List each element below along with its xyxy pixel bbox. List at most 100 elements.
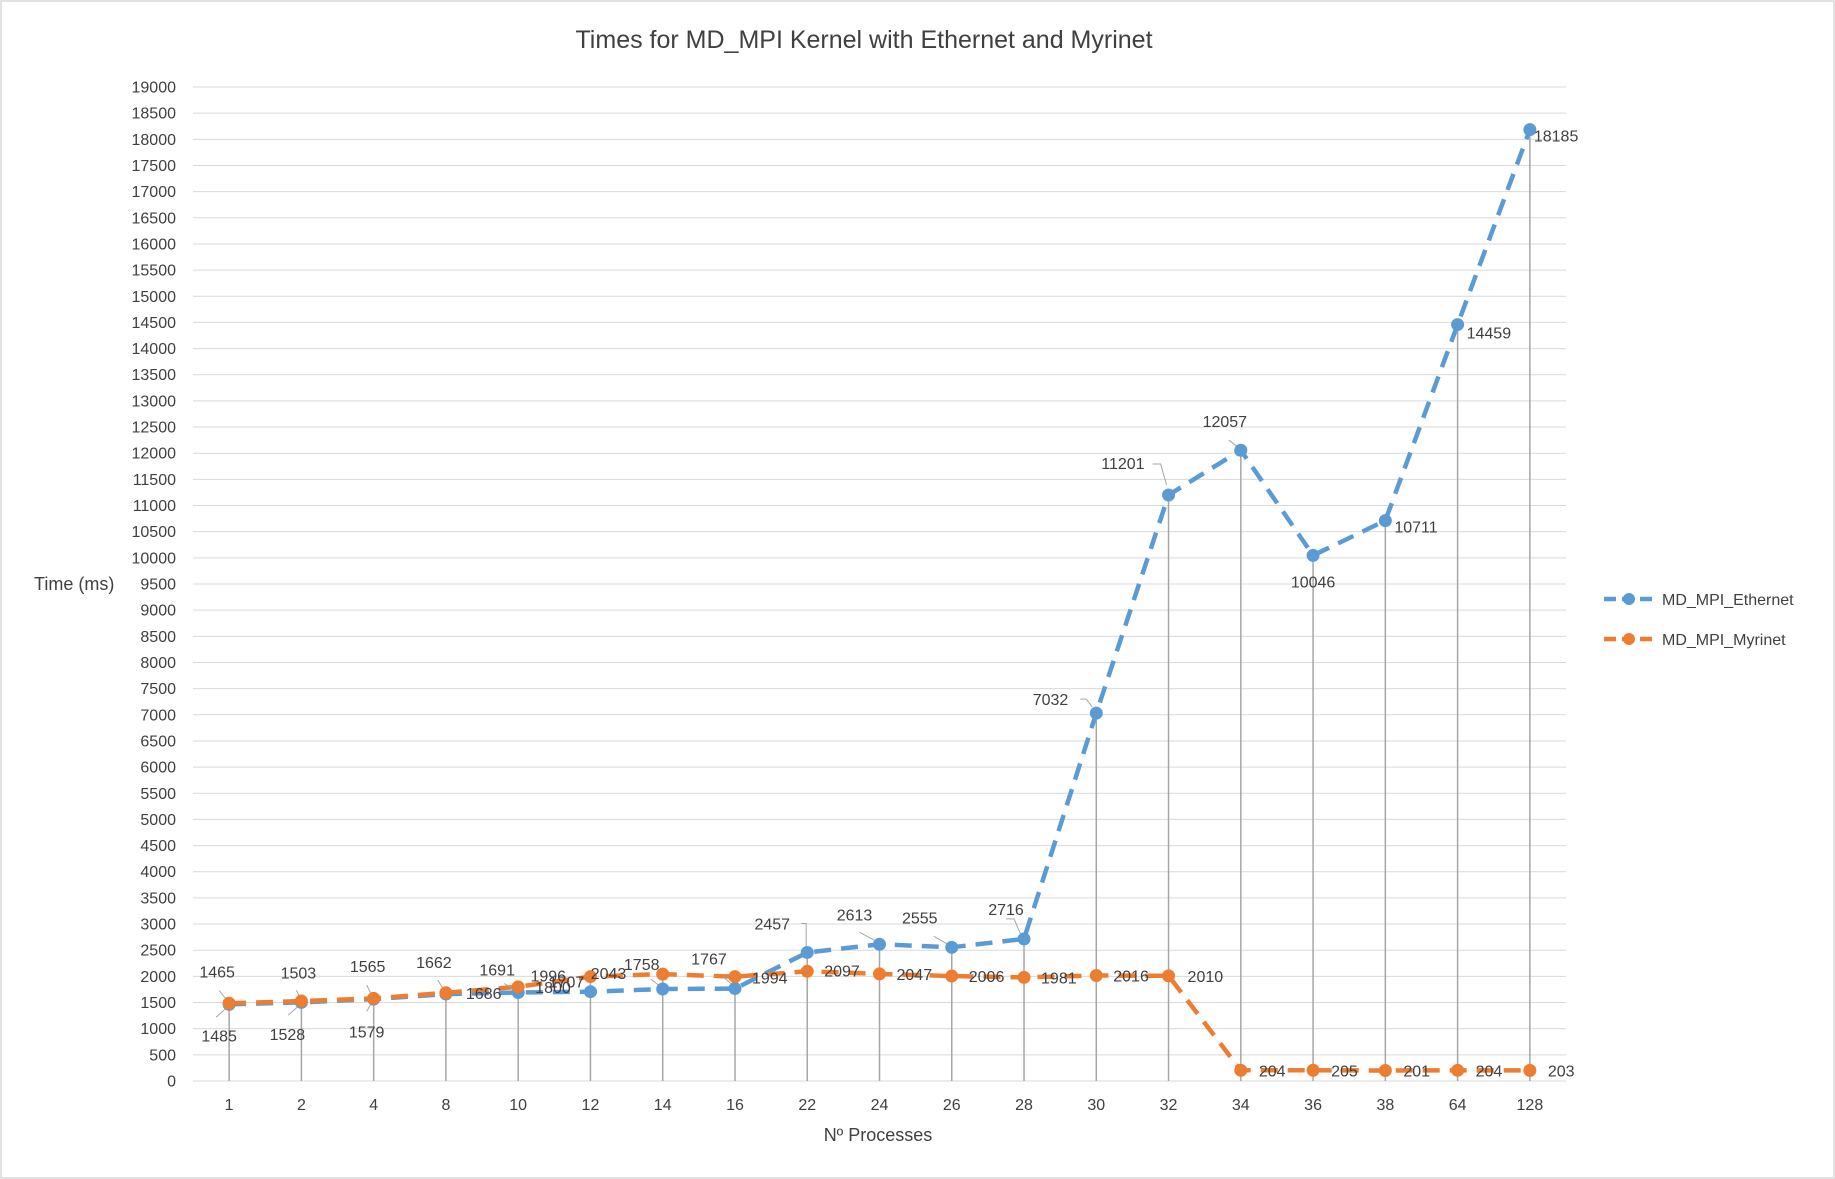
- y-tick-label: 17000: [132, 184, 177, 201]
- x-tick-label: 4: [369, 1097, 378, 1114]
- data-label: 1981: [1041, 970, 1077, 987]
- data-point: [945, 940, 959, 954]
- y-tick-label: 5500: [140, 786, 176, 803]
- data-label: 1503: [281, 965, 317, 982]
- data-point: [873, 967, 886, 981]
- chart-title: Times for MD_MPI Kernel with Ethernet an…: [575, 26, 1152, 54]
- y-tick-label: 18000: [132, 132, 177, 149]
- data-label: 1465: [199, 964, 235, 981]
- data-label: 1800: [535, 980, 571, 997]
- data-label: 204: [1476, 1063, 1503, 1080]
- y-tick-label: 12000: [132, 446, 177, 463]
- drop-lines: [228, 129, 1531, 1081]
- data-label: 2010: [1188, 969, 1224, 986]
- label-leader-line: [859, 931, 877, 942]
- y-tick-label: 1000: [140, 1021, 176, 1038]
- data-point: [1234, 443, 1248, 457]
- x-tick-label: 24: [871, 1097, 889, 1114]
- data-label: 1691: [479, 963, 515, 980]
- y-tick-label: 18500: [132, 106, 177, 123]
- data-label: 1994: [752, 971, 788, 988]
- data-point: [656, 967, 670, 981]
- data-label: 2613: [837, 907, 873, 924]
- y-tick-label: 500: [149, 1047, 176, 1064]
- data-label: 1707: [549, 975, 585, 992]
- y-tick-label: 7000: [140, 707, 176, 724]
- y-tick-label: 14500: [132, 315, 177, 332]
- data-label: 2047: [897, 967, 933, 984]
- legend: MD_MPI_Ethernet MD_MPI_Myrinet: [1604, 592, 1794, 649]
- data-label: 10711: [1394, 520, 1437, 537]
- data-point: [1306, 1063, 1320, 1077]
- y-tick-label: 19000: [132, 80, 177, 97]
- data-label: 2006: [969, 969, 1005, 986]
- x-tick-label: 16: [726, 1097, 744, 1114]
- data-label: 7032: [1033, 692, 1069, 709]
- data-point: [1378, 1063, 1392, 1077]
- data-point: [583, 985, 597, 999]
- data-point: [439, 986, 453, 1000]
- data-point: [1089, 969, 1103, 983]
- data-point: [1451, 1063, 1465, 1077]
- y-tick-labels: 0 500 1000 1500 2000 2500 3000 3500 4000 4500 5000…: [132, 80, 177, 1091]
- y-tick-label: 11500: [133, 472, 176, 489]
- label-leader-line: [1152, 463, 1168, 486]
- data-label: 10046: [1291, 574, 1336, 591]
- legend-marker: [1623, 593, 1635, 605]
- data-label: 205: [1331, 1063, 1358, 1080]
- legend-label: MD_MPI_Ethernet: [1662, 592, 1794, 609]
- data-label: 1686: [466, 986, 502, 1003]
- y-tick-label: 14000: [132, 341, 177, 358]
- legend-marker: [1623, 633, 1635, 645]
- y-tick-label: 16000: [132, 236, 177, 253]
- y-tick-label: 13500: [132, 367, 177, 384]
- data-label: 204: [1259, 1063, 1286, 1080]
- y-axis-title: Time (ms): [34, 574, 114, 594]
- x-tick-label: 32: [1160, 1097, 1178, 1114]
- y-tick-label: 10500: [132, 524, 177, 541]
- y-tick-label: 17500: [132, 158, 177, 175]
- x-tick-label: 12: [582, 1097, 600, 1114]
- x-tick-label: 128: [1517, 1097, 1544, 1114]
- y-tick-label: 8000: [140, 655, 176, 672]
- y-tick-label: 2000: [140, 969, 176, 986]
- y-tick-label: 9500: [140, 577, 176, 594]
- data-point: [1306, 548, 1320, 562]
- gridlines: [193, 86, 1566, 1082]
- data-label: 1528: [270, 1027, 306, 1044]
- y-tick-label: 4000: [140, 864, 176, 881]
- data-label: 2016: [1113, 969, 1149, 986]
- y-tick-label: 0: [167, 1074, 176, 1091]
- data-label: 2043: [591, 966, 627, 983]
- data-label: 2457: [754, 916, 790, 933]
- y-tick-label: 4500: [140, 838, 176, 855]
- data-point: [945, 969, 959, 983]
- data-labels: 1465 1503 1565 1662 1691 1707 1758 1767 2457 2613…: [199, 129, 1578, 1081]
- data-point: [1523, 1063, 1537, 1077]
- x-tick-label: 34: [1232, 1097, 1250, 1114]
- y-tick-label: 15000: [132, 289, 177, 306]
- data-label: 2097: [824, 963, 860, 980]
- data-point: [728, 970, 742, 984]
- y-tick-label: 5000: [140, 812, 176, 829]
- data-label: 1565: [350, 959, 386, 976]
- y-tick-label: 3500: [140, 890, 176, 907]
- x-tick-label: 1: [225, 1097, 234, 1114]
- x-tick-label: 64: [1449, 1097, 1467, 1114]
- data-label: 12057: [1203, 414, 1248, 431]
- data-point: [1162, 969, 1176, 983]
- y-tick-label: 2500: [140, 943, 176, 960]
- data-point: [511, 980, 525, 994]
- data-point: [294, 994, 308, 1008]
- data-point: [1089, 706, 1103, 720]
- y-tick-label: 12500: [132, 420, 177, 437]
- y-tick-label: 8500: [140, 629, 176, 646]
- label-leader-line: [1080, 698, 1093, 708]
- x-tick-label: 22: [798, 1097, 816, 1114]
- y-tick-label: 1500: [140, 995, 176, 1012]
- data-point: [1378, 514, 1392, 528]
- label-leader-line: [722, 976, 733, 985]
